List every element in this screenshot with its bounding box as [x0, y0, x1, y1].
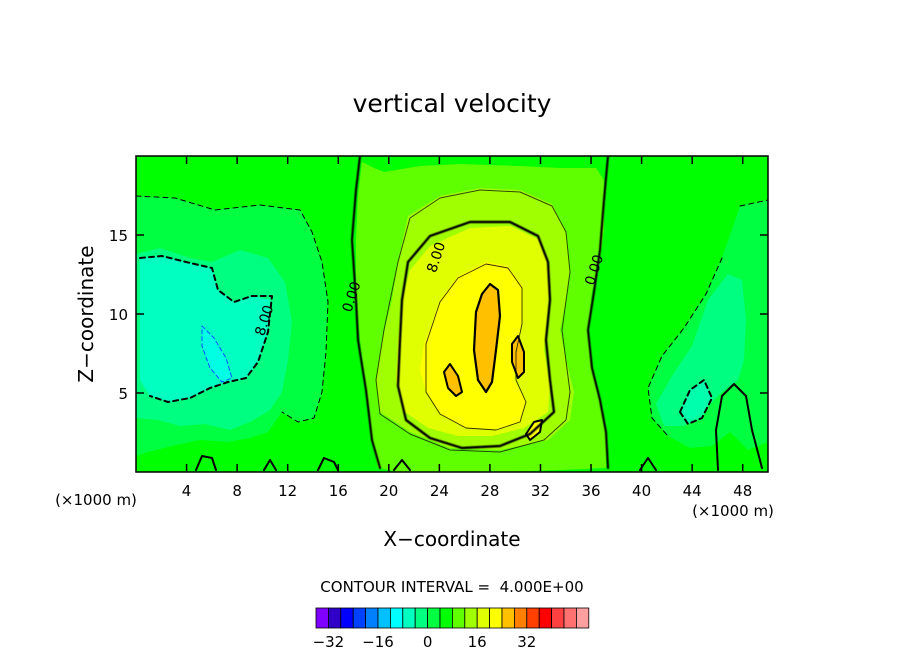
colorbar-swatch: [526, 607, 540, 629]
contour-zero-bottom-right: [715, 383, 763, 471]
colorbar-swatch: [489, 607, 503, 629]
colorbar-swatch: [377, 607, 391, 629]
contour-neg8-left: [139, 255, 273, 403]
x-tick-label: 44: [683, 482, 702, 500]
colorbar-tick-label: −32: [313, 633, 345, 651]
colorbar-swatch: [501, 607, 515, 629]
colorbar-swatch: [451, 607, 466, 629]
contour-neg12-left: [201, 325, 233, 383]
y-tick-label: 15: [109, 227, 128, 245]
x-tick-label: 48: [733, 482, 752, 500]
x-unit-left: (×1000 m): [55, 491, 137, 509]
right-downdraft-core: [680, 380, 712, 424]
x-tick-label: 40: [632, 482, 651, 500]
colorbar-swatch: [327, 607, 342, 629]
x-tick-label: 36: [581, 482, 600, 500]
chart-title: vertical velocity: [353, 89, 552, 118]
contour-sixteen-right: [511, 335, 525, 379]
contour-small-cell: [525, 419, 543, 441]
colorbar-swatch: [365, 607, 379, 629]
colorbar-tick-label: −16: [362, 633, 394, 651]
colorbar-swatch: [538, 607, 553, 629]
colorbar-tick-label: 32: [517, 633, 536, 651]
colorbar-swatch: [414, 607, 429, 629]
colorbar-tick-label: 16: [468, 633, 487, 651]
x-tick-label: 24: [430, 482, 449, 500]
x-tick-label: 32: [531, 482, 550, 500]
x-tick-label: 4: [182, 482, 192, 500]
y-axis-label: Z−coordinate: [74, 245, 98, 382]
colorbar-swatch: [551, 607, 565, 629]
contour-sixteen-main: [472, 282, 502, 394]
x-tick-label: 8: [232, 482, 242, 500]
x-axis-label: X−coordinate: [383, 527, 520, 551]
colorbar-tick-label: 0: [423, 633, 433, 651]
x-tick-label: 20: [379, 482, 398, 500]
colorbar-swatch: [576, 607, 590, 629]
colorbar-swatch: [389, 607, 404, 629]
left-downdraft-inner: [202, 326, 232, 382]
contour-eight-center: [396, 220, 556, 450]
colorbar-swatch: [427, 607, 441, 629]
plot-area: 0.008.00 0.008.00: [136, 156, 768, 472]
colorbar-swatch: [476, 607, 491, 629]
y-tick-label: 5: [118, 385, 128, 403]
x-unit-right: (×1000 m): [692, 502, 774, 520]
contour-neg4-right: [647, 199, 768, 437]
x-tick-label: 16: [329, 482, 348, 500]
contour-zero-right: [586, 156, 610, 470]
colorbar-swatch: [402, 607, 416, 629]
colorbar-swatch: [439, 607, 453, 629]
contour-neg4-left: [136, 195, 329, 423]
x-tick-label: 12: [278, 482, 297, 500]
colorbar: −32 −16 0 16 32: [313, 607, 590, 651]
colorbar-swatch: [315, 607, 329, 629]
contour-zero-left: [350, 156, 382, 470]
contour-neg8-right: [679, 379, 713, 425]
contour-twelve-center: [425, 263, 527, 431]
x-tick-label: 28: [480, 482, 499, 500]
right-downdraft-mid: [656, 274, 746, 426]
contour-interval-text: CONTOUR INTERVAL = 4.000E+00: [320, 578, 583, 596]
colorbar-swatch: [563, 607, 577, 629]
contour-zero-bottom-bumps: [195, 455, 657, 471]
contour-four-center: [375, 189, 571, 453]
colorbar-swatch: [464, 607, 478, 629]
y-tick-label: 10: [109, 306, 128, 324]
colorbar-swatch: [514, 607, 528, 629]
colorbar-swatch: [352, 607, 367, 629]
colorbar-swatch: [340, 607, 354, 629]
contour-sixteen-left: [443, 363, 463, 397]
